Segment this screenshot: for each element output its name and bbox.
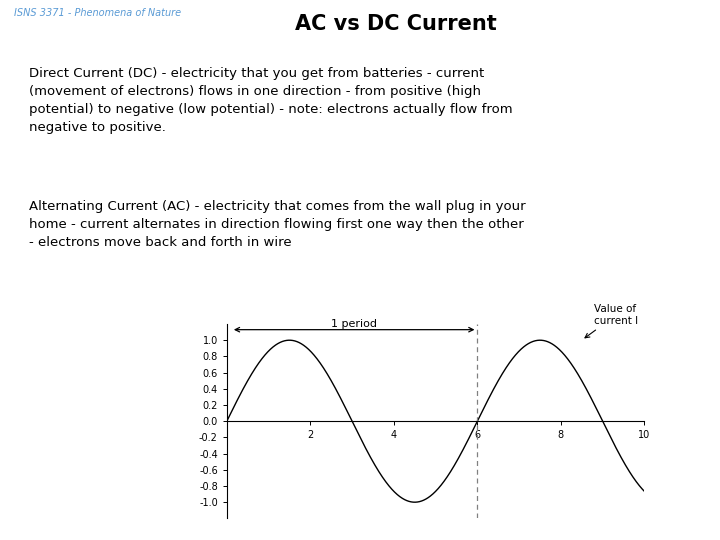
Text: Alternating Current (AC) - electricity that comes from the wall plug in your
hom: Alternating Current (AC) - electricity t… bbox=[29, 200, 526, 249]
Text: AC vs DC Current: AC vs DC Current bbox=[295, 14, 497, 33]
Text: Value of
current I: Value of current I bbox=[585, 304, 639, 338]
Text: ISNS 3371 - Phenomena of Nature: ISNS 3371 - Phenomena of Nature bbox=[14, 8, 181, 18]
Text: Direct Current (DC) - electricity that you get from batteries - current
(movemen: Direct Current (DC) - electricity that y… bbox=[29, 68, 513, 134]
Text: 1 period: 1 period bbox=[331, 319, 377, 329]
